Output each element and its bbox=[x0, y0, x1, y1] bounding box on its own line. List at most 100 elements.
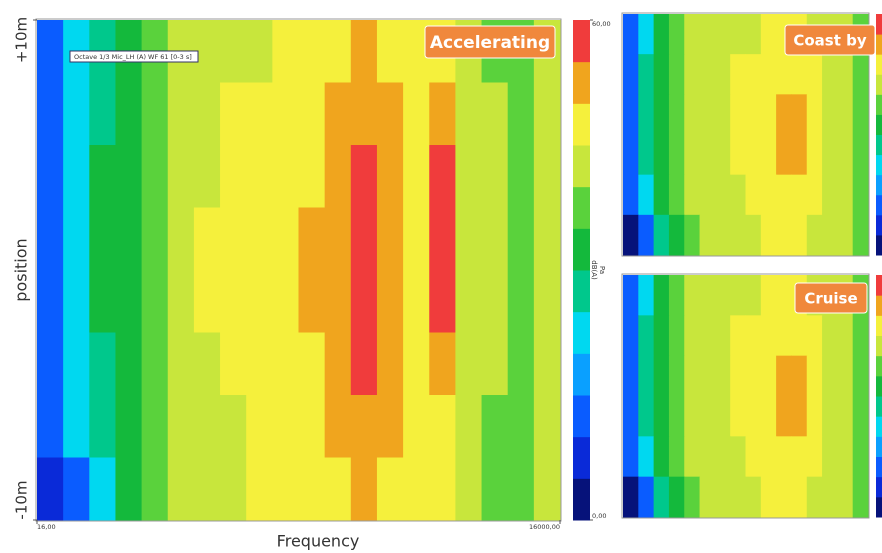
heat-cell bbox=[638, 175, 654, 216]
heat-cell bbox=[220, 145, 247, 208]
colorbar-step bbox=[876, 114, 882, 135]
heat-cell bbox=[623, 396, 639, 437]
heat-cell bbox=[654, 436, 670, 477]
heat-cell bbox=[776, 477, 792, 518]
heat-cell bbox=[669, 275, 685, 316]
heat-cell bbox=[822, 135, 838, 176]
heat-cell bbox=[246, 145, 273, 208]
heat-cell bbox=[791, 436, 807, 477]
heat-cell bbox=[272, 83, 299, 146]
heat-cell bbox=[761, 436, 777, 477]
colorbar-step bbox=[573, 62, 590, 104]
heat-cell bbox=[853, 477, 869, 518]
colorbar-step bbox=[876, 215, 882, 236]
colorbar-label: dB(A) bbox=[590, 260, 598, 280]
heat-cell bbox=[534, 458, 561, 521]
heat-cell bbox=[429, 395, 456, 458]
heat-cell bbox=[115, 145, 142, 208]
heat-cell bbox=[853, 94, 869, 135]
heat-cell bbox=[807, 135, 823, 176]
heat-cell bbox=[299, 20, 326, 83]
heat-cell bbox=[351, 83, 378, 146]
heat-cell bbox=[403, 208, 430, 271]
heat-cell bbox=[403, 333, 430, 396]
heat-cell bbox=[669, 135, 685, 176]
colorbar-step bbox=[876, 275, 882, 296]
heat-cell bbox=[715, 175, 731, 216]
heat-cell bbox=[168, 83, 195, 146]
heat-cell bbox=[89, 270, 116, 333]
heat-cell bbox=[700, 396, 716, 437]
heat-cell bbox=[776, 94, 792, 135]
heat-cell bbox=[246, 333, 273, 396]
colorbar-step bbox=[876, 34, 882, 55]
heat-cell bbox=[791, 315, 807, 356]
heat-cell bbox=[638, 356, 654, 397]
heat-cell bbox=[822, 356, 838, 397]
heat-cell bbox=[638, 436, 654, 477]
heat-cell bbox=[37, 20, 64, 83]
heat-cell bbox=[654, 54, 670, 95]
heat-cell bbox=[534, 333, 561, 396]
heat-cell bbox=[837, 54, 853, 95]
heat-cell bbox=[37, 145, 64, 208]
heat-cell bbox=[482, 458, 509, 521]
heat-cell bbox=[837, 396, 853, 437]
heat-cell bbox=[807, 477, 823, 518]
heat-cell bbox=[638, 94, 654, 135]
heat-cell bbox=[168, 270, 195, 333]
heat-cell bbox=[669, 175, 685, 216]
heat-cell bbox=[669, 356, 685, 397]
heat-cell bbox=[455, 458, 482, 521]
colorbar-step bbox=[573, 228, 590, 270]
heat-cell bbox=[194, 333, 221, 396]
heat-cell bbox=[853, 315, 869, 356]
heat-cell bbox=[669, 54, 685, 95]
heat-cell bbox=[534, 208, 561, 271]
heat-cell bbox=[168, 395, 195, 458]
heat-cell bbox=[299, 395, 326, 458]
heat-cell bbox=[220, 395, 247, 458]
heat-cell bbox=[623, 356, 639, 397]
heat-cell bbox=[351, 395, 378, 458]
heat-cell bbox=[638, 396, 654, 437]
heat-cell bbox=[142, 458, 169, 521]
heat-cell bbox=[684, 94, 700, 135]
heat-cell bbox=[115, 270, 142, 333]
heat-cell bbox=[508, 458, 535, 521]
colorbar-step bbox=[573, 437, 590, 479]
heat-cell bbox=[807, 175, 823, 216]
heat-cell bbox=[142, 83, 169, 146]
colorbar-step bbox=[876, 14, 882, 35]
heat-cell bbox=[822, 477, 838, 518]
heat-cell bbox=[807, 215, 823, 256]
colorbar-step bbox=[876, 235, 882, 256]
heat-cell bbox=[791, 215, 807, 256]
heat-cell bbox=[377, 145, 404, 208]
title: Accelerating bbox=[430, 33, 550, 53]
heat-cell bbox=[853, 396, 869, 437]
colorbar-step bbox=[876, 356, 882, 377]
heat-cell bbox=[684, 436, 700, 477]
heat-cell bbox=[776, 175, 792, 216]
heat-cell bbox=[761, 275, 777, 316]
heat-cell bbox=[654, 215, 670, 256]
heat-cell bbox=[246, 395, 273, 458]
heat-cell bbox=[715, 436, 731, 477]
heat-cell bbox=[761, 14, 777, 55]
heat-cell bbox=[776, 54, 792, 95]
colorbar-step bbox=[876, 376, 882, 397]
heat-cell bbox=[730, 135, 746, 176]
heat-cell bbox=[684, 175, 700, 216]
heat-cell bbox=[168, 208, 195, 271]
heat-cell bbox=[700, 315, 716, 356]
heat-cell bbox=[837, 215, 853, 256]
heat-cell bbox=[791, 54, 807, 95]
heat-cell bbox=[746, 315, 762, 356]
heat-cell bbox=[853, 215, 869, 256]
heat-cell bbox=[142, 270, 169, 333]
heat-cell bbox=[715, 356, 731, 397]
heat-cell bbox=[429, 208, 456, 271]
heat-cell bbox=[403, 145, 430, 208]
heat-cell bbox=[791, 396, 807, 437]
